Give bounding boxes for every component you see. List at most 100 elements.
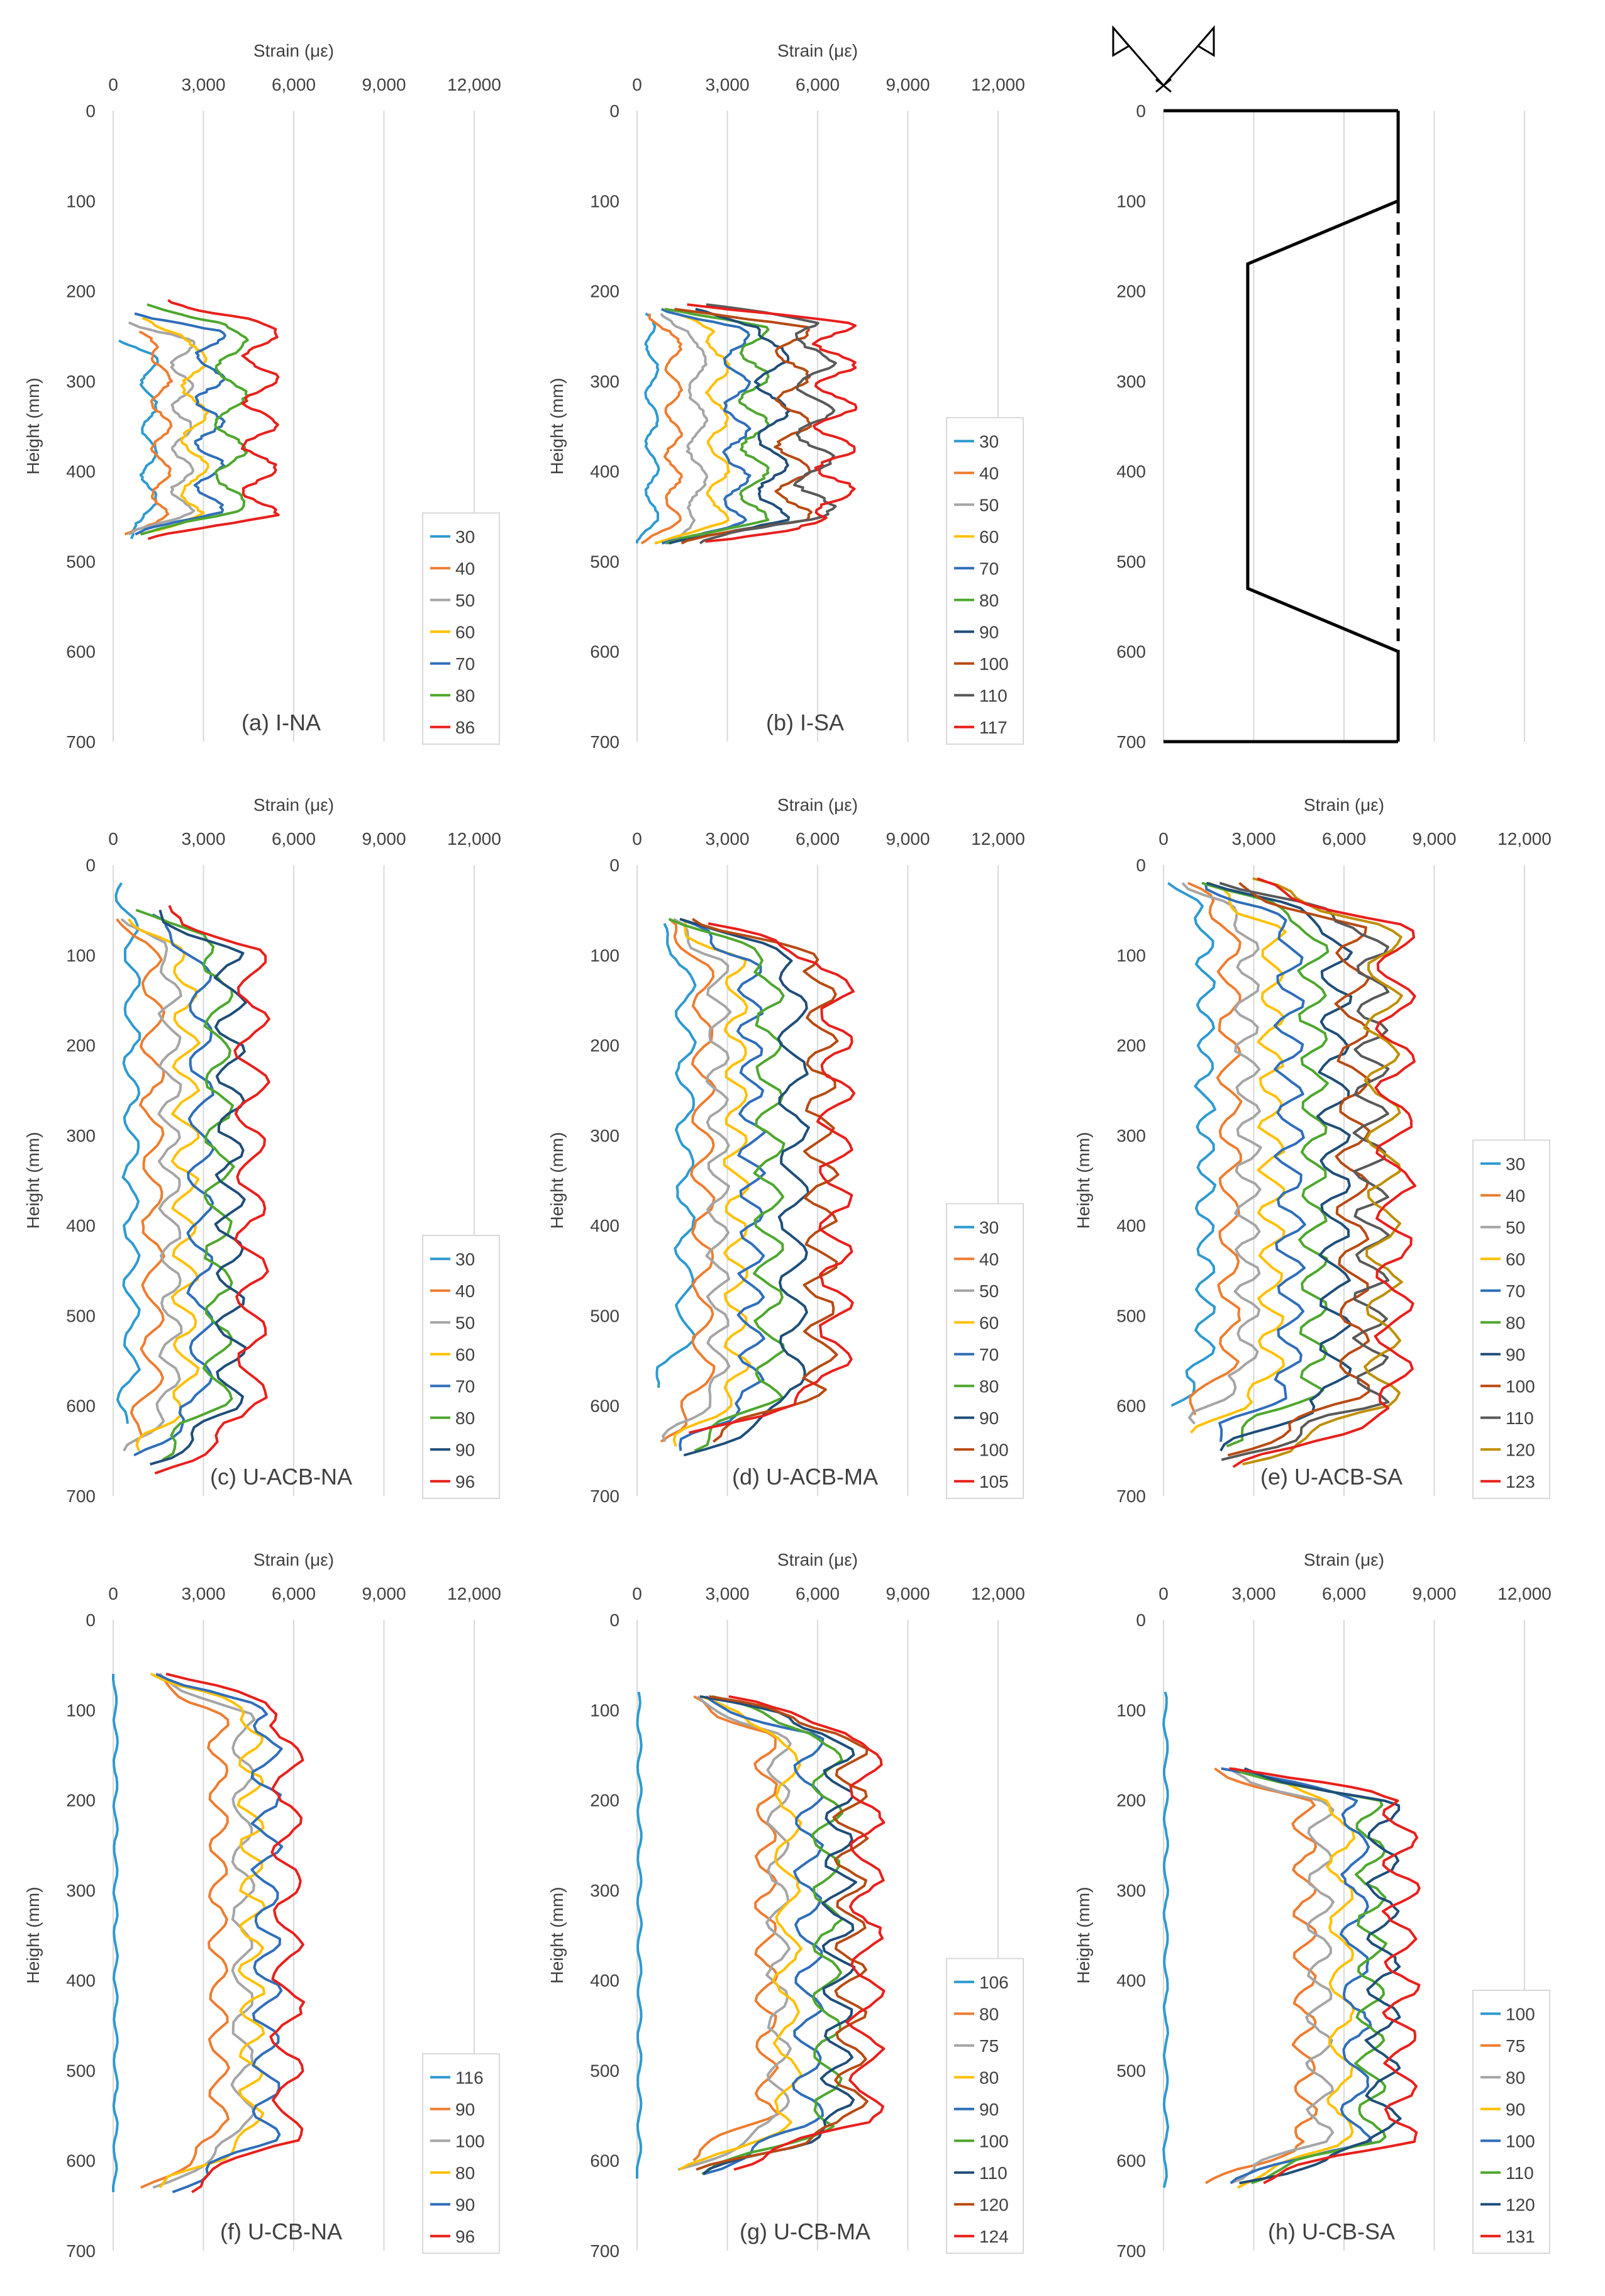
series-line bbox=[1232, 877, 1417, 1468]
load-symbol-v bbox=[1112, 27, 1215, 87]
y-tick-label: 300 bbox=[1116, 372, 1146, 391]
series-line bbox=[140, 1673, 230, 2189]
series-line bbox=[662, 918, 732, 1442]
legend-label: 80 bbox=[979, 2004, 999, 2024]
series-line bbox=[118, 339, 159, 540]
series-line bbox=[660, 308, 752, 545]
legend-label: 124 bbox=[979, 2227, 1009, 2246]
legend-label: 75 bbox=[979, 2036, 999, 2056]
legend-label: 80 bbox=[455, 686, 475, 705]
x-tick-label: 6,000 bbox=[796, 829, 840, 849]
legend-label: 117 bbox=[979, 718, 1008, 737]
y-tick-label: 700 bbox=[66, 732, 96, 752]
legend-label: 110 bbox=[1506, 1408, 1534, 1428]
series-line bbox=[1204, 883, 1306, 1442]
x-tick-label: 6,000 bbox=[1322, 829, 1366, 849]
x-tick-label: 0 bbox=[632, 1584, 642, 1603]
series-line bbox=[699, 1695, 858, 2175]
x-tick-label: 9,000 bbox=[886, 829, 930, 849]
legend-label: 50 bbox=[455, 591, 475, 610]
series-line bbox=[1219, 881, 1391, 1461]
legend-label: 96 bbox=[455, 2227, 475, 2246]
y-tick-label: 400 bbox=[1116, 462, 1146, 481]
series-line bbox=[1181, 882, 1262, 1425]
series-line bbox=[124, 330, 173, 536]
y-tick-label: 200 bbox=[1116, 282, 1146, 301]
y-tick-label: 0 bbox=[86, 855, 96, 875]
y-tick-label: 0 bbox=[609, 855, 619, 875]
series-line bbox=[669, 308, 791, 545]
y-tick-label: 100 bbox=[66, 191, 96, 211]
panel-5: 0 100 200 300 400 500 600 700 0 3,000 6,000 9,000 12… bbox=[547, 795, 1025, 1506]
series-line bbox=[640, 313, 684, 545]
series-line bbox=[150, 910, 247, 1466]
y-tick-label: 400 bbox=[66, 1216, 96, 1235]
legend-label: 50 bbox=[455, 1313, 475, 1332]
legend-label: 60 bbox=[979, 527, 999, 547]
series-line bbox=[128, 321, 196, 536]
y-axis-label: Height (mm) bbox=[547, 377, 567, 474]
series-line bbox=[154, 905, 270, 1475]
y-tick-label: 600 bbox=[66, 642, 96, 662]
series-line bbox=[1241, 877, 1403, 1466]
y-tick-label: 300 bbox=[66, 1126, 96, 1145]
legend-label: 106 bbox=[979, 1973, 1009, 1992]
series-line bbox=[696, 1695, 869, 2171]
y-tick-label: 400 bbox=[1116, 1216, 1146, 1235]
legend-label: 90 bbox=[979, 1408, 999, 1428]
series-line bbox=[692, 1695, 780, 2162]
y-tick-label: 600 bbox=[1116, 642, 1146, 662]
panel-title: (e) U-ACB-SA bbox=[1260, 1464, 1402, 1490]
legend-label: 90 bbox=[455, 2100, 475, 2119]
x-tick-label: 0 bbox=[1158, 829, 1169, 849]
legend-label: 80 bbox=[979, 1376, 999, 1396]
legend-label: 30 bbox=[1506, 1154, 1525, 1174]
x-tick-label: 9,000 bbox=[362, 1584, 406, 1603]
legend-label: 120 bbox=[979, 2195, 1009, 2214]
y-tick-label: 400 bbox=[66, 462, 96, 481]
x-tick-label: 6,000 bbox=[272, 829, 316, 849]
series-line bbox=[134, 312, 226, 536]
series-line bbox=[636, 312, 660, 543]
y-tick-label: 300 bbox=[590, 372, 619, 391]
y-axis-label: Height (mm) bbox=[547, 1886, 567, 1983]
legend-label: 110 bbox=[979, 686, 1008, 705]
legend-label: 70 bbox=[455, 1376, 475, 1396]
series-line bbox=[1187, 881, 1243, 1415]
y-tick-label: 400 bbox=[66, 1971, 96, 1990]
x-tick-label: 6,000 bbox=[1322, 1584, 1366, 1603]
y-tick-label: 200 bbox=[1116, 1791, 1146, 1810]
y-tick-label: 0 bbox=[1136, 101, 1146, 121]
series-line bbox=[689, 922, 856, 1434]
x-axis-label: Strain (με) bbox=[253, 41, 334, 60]
y-tick-label: 100 bbox=[590, 1700, 619, 1720]
legend-label: 110 bbox=[1506, 2163, 1534, 2183]
y-tick-label: 500 bbox=[1116, 1306, 1146, 1325]
x-axis-label: Strain (με) bbox=[1304, 795, 1384, 815]
legend-label: 90 bbox=[1506, 1345, 1525, 1364]
series-line bbox=[1162, 1691, 1170, 2188]
panel-9: 0 100 200 300 400 500 600 700 0 3,000 6,000 9,000 12… bbox=[1074, 1550, 1552, 2261]
legend-label: 90 bbox=[1506, 2100, 1525, 2119]
y-tick-label: 400 bbox=[590, 1971, 619, 1990]
load-symbol-cross-b bbox=[1155, 78, 1172, 93]
legend-label: 30 bbox=[455, 1249, 475, 1269]
load-symbol-left-flag bbox=[1112, 25, 1131, 57]
y-tick-label: 100 bbox=[1116, 191, 1146, 211]
x-tick-label: 12,000 bbox=[1497, 829, 1552, 849]
x-tick-label: 0 bbox=[108, 1584, 118, 1603]
load-symbol-right-flag bbox=[1196, 25, 1215, 57]
series-line bbox=[692, 918, 840, 1443]
legend-label: 80 bbox=[1506, 2068, 1525, 2087]
panel-title: (h) U-CB-SA bbox=[1268, 2219, 1395, 2244]
legend-label: 30 bbox=[979, 1218, 999, 1237]
x-tick-label: 0 bbox=[1158, 1584, 1169, 1603]
legend-label: 80 bbox=[979, 591, 999, 610]
y-tick-label: 700 bbox=[590, 1486, 619, 1506]
y-tick-label: 600 bbox=[590, 642, 619, 662]
legend-label: 116 bbox=[455, 2068, 484, 2087]
series-line bbox=[150, 1673, 267, 2188]
y-tick-label: 100 bbox=[66, 945, 96, 965]
legend-label: 30 bbox=[979, 432, 999, 451]
